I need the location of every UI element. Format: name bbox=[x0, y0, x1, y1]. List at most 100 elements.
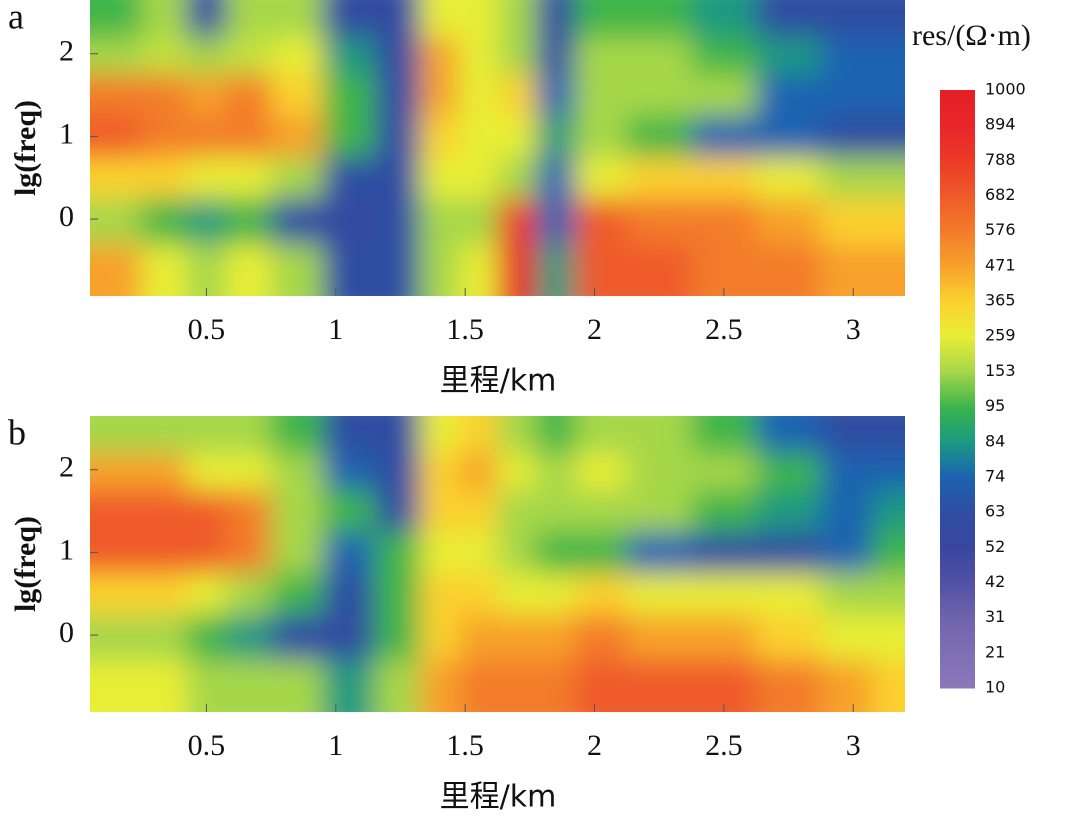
cell bbox=[271, 0, 324, 38]
cell bbox=[225, 490, 272, 533]
colorbar-band bbox=[940, 160, 975, 197]
cell bbox=[691, 453, 757, 491]
cell bbox=[575, 614, 628, 661]
cell bbox=[626, 37, 693, 75]
panel-label: b bbox=[8, 412, 26, 452]
cell bbox=[374, 74, 421, 117]
cell bbox=[536, 453, 576, 491]
cell bbox=[271, 416, 324, 454]
cell bbox=[225, 614, 272, 661]
cell bbox=[90, 157, 143, 199]
cell bbox=[322, 531, 376, 574]
cell bbox=[458, 490, 498, 533]
cell bbox=[536, 74, 576, 117]
x-tick-label: 2 bbox=[587, 729, 602, 762]
y-tick-label: 1 bbox=[59, 533, 74, 566]
cell bbox=[756, 453, 822, 491]
cell bbox=[497, 37, 537, 75]
cell bbox=[271, 614, 324, 661]
cell bbox=[626, 0, 693, 38]
y-axis-label: lg(freq) bbox=[9, 100, 42, 196]
cell bbox=[225, 573, 272, 615]
cell bbox=[141, 659, 188, 712]
cell bbox=[536, 416, 576, 454]
cell bbox=[374, 243, 421, 296]
cell bbox=[419, 614, 460, 661]
cell bbox=[536, 115, 576, 158]
cell bbox=[187, 531, 227, 574]
cell bbox=[575, 0, 628, 38]
cell bbox=[575, 659, 628, 712]
cell bbox=[872, 0, 905, 38]
cell bbox=[322, 614, 376, 661]
cell bbox=[691, 416, 757, 454]
cell bbox=[872, 490, 905, 533]
colorbar-band bbox=[940, 652, 975, 689]
cell bbox=[691, 0, 757, 38]
cell bbox=[187, 453, 227, 491]
x-axis-label: 里程/km bbox=[440, 364, 557, 399]
cell bbox=[271, 157, 324, 199]
cell bbox=[756, 115, 822, 158]
cell bbox=[322, 74, 376, 117]
cell bbox=[820, 453, 874, 491]
cell bbox=[691, 115, 757, 158]
cell bbox=[626, 453, 693, 491]
cell bbox=[820, 573, 874, 615]
cell bbox=[374, 531, 421, 574]
colorbar-band bbox=[940, 301, 975, 337]
colorbar-tick-label: 471 bbox=[985, 255, 1016, 274]
cell bbox=[872, 243, 905, 296]
cell bbox=[271, 243, 324, 296]
cell bbox=[756, 74, 822, 117]
cell bbox=[187, 157, 227, 199]
colorbar-band bbox=[940, 125, 975, 161]
cell bbox=[187, 115, 227, 158]
cell bbox=[322, 0, 376, 38]
cell bbox=[691, 198, 757, 245]
cell bbox=[187, 614, 227, 661]
cell bbox=[691, 74, 757, 117]
cell bbox=[497, 573, 537, 615]
cell bbox=[271, 198, 324, 245]
colorbar-band bbox=[940, 265, 975, 302]
cell bbox=[575, 37, 628, 75]
cell bbox=[497, 198, 537, 245]
cell bbox=[187, 0, 227, 38]
cell bbox=[419, 37, 460, 75]
cell bbox=[536, 0, 576, 38]
cell bbox=[756, 0, 822, 38]
colorbar-tick-label: 10 bbox=[985, 678, 1005, 697]
cell bbox=[419, 453, 460, 491]
cell bbox=[225, 74, 272, 117]
cell bbox=[187, 416, 227, 454]
plot-area bbox=[90, 0, 905, 296]
cell bbox=[141, 157, 188, 199]
cell bbox=[536, 37, 576, 75]
cell bbox=[419, 115, 460, 158]
cell bbox=[458, 198, 498, 245]
cell bbox=[374, 37, 421, 75]
cell bbox=[536, 659, 576, 712]
cell bbox=[458, 614, 498, 661]
cell bbox=[419, 0, 460, 38]
cell bbox=[626, 243, 693, 296]
cell bbox=[271, 573, 324, 615]
cell bbox=[225, 243, 272, 296]
cell bbox=[225, 157, 272, 199]
cell bbox=[756, 531, 822, 574]
cell bbox=[225, 0, 272, 38]
cell bbox=[141, 531, 188, 574]
cell bbox=[225, 531, 272, 574]
cell bbox=[820, 659, 874, 712]
x-tick-label: 0.5 bbox=[188, 729, 226, 762]
cell bbox=[626, 490, 693, 533]
cell bbox=[497, 243, 537, 296]
x-tick-label: 2.5 bbox=[705, 729, 743, 762]
cell bbox=[90, 659, 143, 712]
cell bbox=[374, 115, 421, 158]
cell bbox=[872, 573, 905, 615]
cell bbox=[90, 490, 143, 533]
colorbar-band bbox=[940, 90, 975, 126]
x-tick-label: 1 bbox=[328, 313, 343, 346]
